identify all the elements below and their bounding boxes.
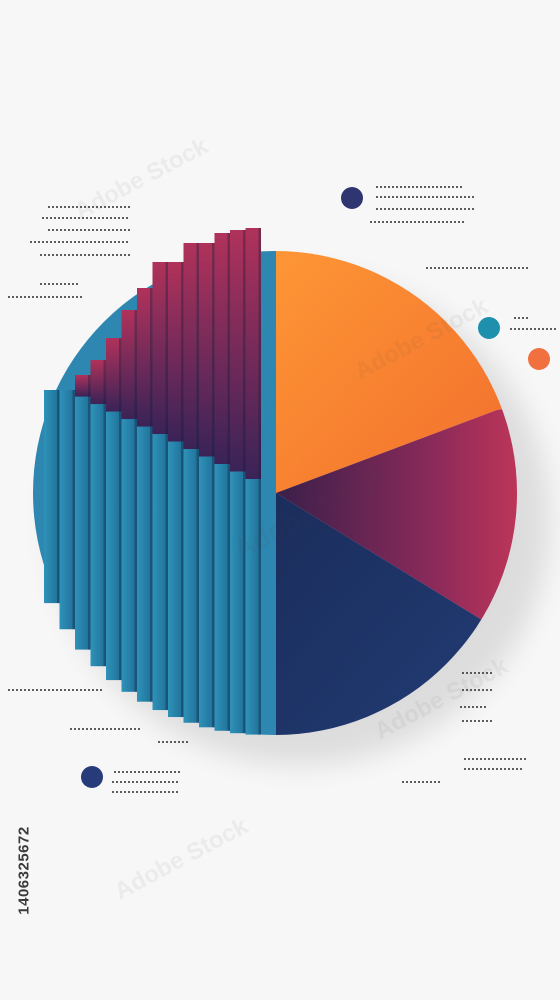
slat-teal — [214, 464, 230, 731]
slat-plum — [230, 230, 246, 472]
svg-text:Adobe Stock: Adobe Stock — [70, 132, 213, 225]
wedge-crimson — [276, 400, 517, 640]
slat-teal — [90, 404, 106, 667]
slat-edge — [88, 375, 91, 650]
slat-teal — [75, 396, 91, 650]
slat-teal — [137, 426, 153, 702]
slat-edge — [103, 360, 106, 667]
slat-teal — [44, 390, 60, 604]
slat-teal — [183, 449, 199, 723]
slat-edge — [243, 230, 246, 734]
slat-plum — [90, 360, 106, 405]
slat-edge — [196, 243, 199, 723]
slat-edge — [134, 310, 137, 692]
slat-teal — [230, 471, 246, 734]
slat-edge — [181, 262, 184, 718]
slat-teal — [168, 441, 184, 718]
slat-edge — [72, 390, 75, 630]
slat-edge — [150, 288, 153, 702]
slat-plum — [121, 310, 137, 420]
stock-id-text: 1406325672 — [15, 825, 33, 915]
placeholder-text-lines — [8, 186, 556, 793]
slat-teal — [59, 390, 75, 630]
slat-teal — [121, 419, 137, 692]
slat-edge — [212, 243, 215, 728]
slat-teal — [199, 456, 215, 728]
stock-id-label: 1406325672 — [4, 755, 44, 985]
slat-plum — [152, 262, 168, 435]
dot-marker — [478, 317, 500, 339]
slat-edge — [165, 262, 168, 711]
slat-group — [44, 228, 261, 735]
svg-text:Adobe Stock: Adobe Stock — [110, 812, 253, 905]
slat-plum — [106, 338, 122, 412]
slat-plum — [245, 228, 261, 480]
slat-edge — [258, 228, 261, 735]
slat-edge — [119, 338, 122, 681]
slat-edge — [227, 233, 230, 731]
slat-plum — [183, 243, 199, 450]
slat-plum — [199, 243, 215, 457]
slat-teal — [245, 479, 261, 735]
slat-teal — [152, 434, 168, 711]
slat-plum — [214, 233, 230, 465]
slat-plum — [137, 288, 153, 427]
dot-marker — [81, 766, 103, 788]
dot-marker — [528, 348, 550, 370]
slat-plum — [75, 375, 91, 397]
slat-edge — [57, 390, 60, 604]
dot-marker — [341, 187, 363, 209]
slat-plum — [168, 262, 184, 442]
pie-left-half — [33, 228, 276, 735]
slat-teal — [106, 411, 122, 681]
